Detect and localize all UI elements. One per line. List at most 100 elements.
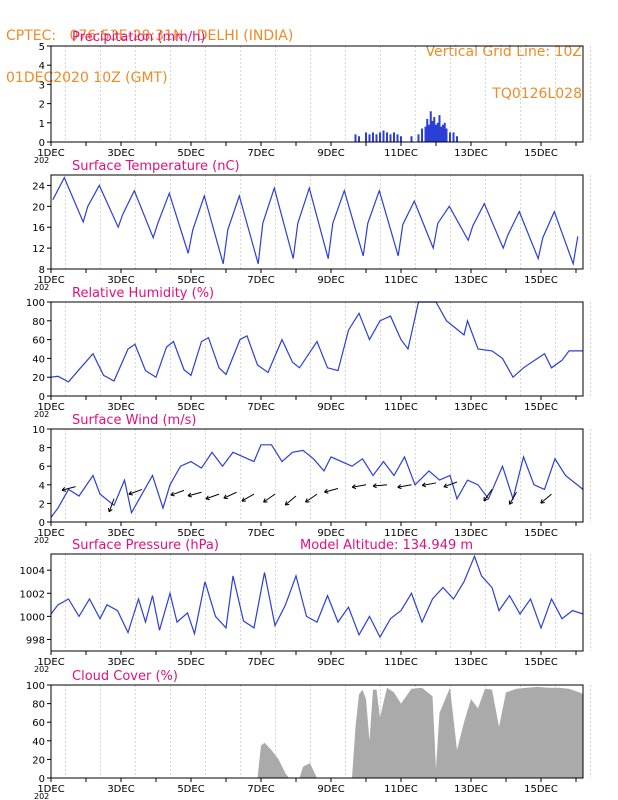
- y-tick-label: 60: [32, 718, 45, 729]
- precip-bar: [421, 128, 423, 142]
- year-stub: 202: [34, 536, 49, 545]
- plot-frame: [50, 684, 584, 779]
- wind-arrow-head: [509, 501, 514, 505]
- x-tick-label: 11DEC: [384, 784, 418, 795]
- wind-arrow: [263, 493, 276, 503]
- precip-bar: [452, 132, 455, 142]
- wind-arrow: [443, 481, 458, 488]
- x-tick-label: 7DEC: [247, 528, 274, 539]
- y-tick-label: 8: [39, 444, 45, 455]
- y-tick-label: 16: [32, 223, 45, 234]
- x-tick-label: 11DEC: [384, 148, 418, 159]
- wind-line: [50, 444, 584, 518]
- wind-arrow-head: [128, 493, 133, 496]
- x-tick-label: 1DEC: [37, 148, 64, 159]
- wind-arrow: [305, 493, 318, 503]
- wind-arrow-head: [170, 491, 174, 496]
- rh-line: [50, 301, 583, 383]
- y-tick-label: 0: [39, 138, 45, 149]
- precip-bar: [382, 130, 385, 142]
- temp-panel: 8 12 16 20 24 1DEC 3DEC 5DEC 7DEC 9DEC 11DEC 13DEC 1…: [32, 159, 591, 292]
- wind-arrow: [509, 491, 517, 505]
- wind-arrow: [397, 484, 412, 488]
- y-tick-label: 80: [32, 317, 45, 328]
- y-tick-label: 20: [32, 373, 45, 384]
- x-tick-label: 7DEC: [247, 275, 274, 286]
- y-tick-label: 1000: [20, 612, 45, 623]
- year-stub: 202: [34, 665, 49, 674]
- station-header-line1: CPTEC: 076:53E-28:31N DELHI (INDIA): [6, 28, 294, 44]
- y-tick-label: 40: [32, 354, 45, 365]
- plot-frame: [50, 553, 584, 652]
- wind-arrow: [483, 489, 493, 502]
- precip-bar: [396, 134, 399, 142]
- wind-arrow-head: [421, 482, 426, 486]
- precip-bar: [428, 124, 430, 142]
- x-tick-label: 9DEC: [317, 148, 344, 159]
- x-tick-label: 5DEC: [177, 402, 204, 413]
- x-tick-label: 15DEC: [524, 148, 558, 159]
- y-tick-label: 6: [39, 462, 45, 473]
- precip-bar: [400, 136, 402, 142]
- x-tick-label: 5DEC: [177, 784, 204, 795]
- wind-arrow-head: [205, 495, 209, 500]
- wind-arrow-head: [443, 483, 447, 488]
- wind-arrow-head: [372, 483, 377, 487]
- x-tick-label: 9DEC: [317, 402, 344, 413]
- precip-bar: [354, 134, 357, 142]
- x-tick-label: 11DEC: [384, 657, 418, 668]
- precip-bar: [435, 124, 437, 142]
- x-tick-label: 1DEC: [37, 275, 64, 286]
- y-tick-label: 998: [26, 635, 45, 646]
- x-tick-label: 7DEC: [247, 657, 274, 668]
- precip-bar: [386, 132, 388, 142]
- y-tick-label: 4: [39, 61, 45, 72]
- y-tick-label: 20: [32, 755, 45, 766]
- wind-arrow-head: [397, 486, 402, 490]
- rh-panel: 0 20 40 60 80 100 1DEC 3DEC 5DEC 7DEC 9DEC 11DEC 13D…: [26, 286, 591, 419]
- station-header-line2: 01DEC2020 10Z (GMT): [6, 70, 168, 86]
- y-tick-label: 100: [26, 298, 45, 309]
- y-tick-label: 0: [39, 774, 45, 785]
- x-tick-label: 15DEC: [524, 275, 558, 286]
- precip-bar: [424, 126, 427, 142]
- year-stub: 202: [34, 792, 49, 800]
- wind-arrow-head: [397, 484, 402, 488]
- y-tick-label: 1: [39, 119, 45, 130]
- precip-title: Precipitation (mm/h): [72, 30, 205, 45]
- pres-panel: 998 1000 1002 1004 1DEC 3DEC 5DEC 7DEC 9DEC 11DEC…: [20, 538, 591, 674]
- x-tick-label: 5DEC: [177, 148, 204, 159]
- temperature-line: [52, 176, 579, 267]
- y-tick-label: 3: [39, 80, 45, 91]
- x-tick-label: 5DEC: [177, 528, 204, 539]
- wind-arrow-head: [483, 498, 488, 502]
- wind-arrow-head: [187, 492, 192, 497]
- x-tick-label: 15DEC: [524, 402, 558, 413]
- wind-arrow: [284, 495, 297, 506]
- y-tick-label: 5: [39, 42, 45, 53]
- x-tick-label: 1DEC: [37, 657, 64, 668]
- y-tick-label: 12: [32, 244, 45, 255]
- x-tick-label: 13DEC: [454, 148, 488, 159]
- precip-bar: [438, 115, 441, 142]
- station-header-right: Vertical Grid Line: 10Z TQ0126L028: [426, 17, 582, 115]
- precip-bar: [426, 118, 429, 142]
- x-tick-label: 3DEC: [107, 784, 134, 795]
- plot-frame: [50, 301, 584, 397]
- y-tick-label: 0: [39, 392, 45, 403]
- x-tick-label: 3DEC: [107, 528, 134, 539]
- cloud-title: Cloud Cover (%): [72, 669, 178, 684]
- model-code: TQ0126L028: [492, 86, 582, 102]
- x-tick-label: 11DEC: [384, 402, 418, 413]
- wind-arrow-head: [372, 485, 377, 489]
- x-tick-label: 9DEC: [317, 784, 344, 795]
- precip-bar: [436, 122, 439, 142]
- y-tick-label: 8: [39, 265, 45, 276]
- x-tick-label: 11DEC: [384, 275, 418, 286]
- y-tick-label: 1004: [20, 566, 45, 577]
- cloud-area: [257, 686, 583, 778]
- x-tick-label: 15DEC: [524, 784, 558, 795]
- wind-arrow: [223, 491, 237, 499]
- year-stub: 202: [34, 410, 49, 419]
